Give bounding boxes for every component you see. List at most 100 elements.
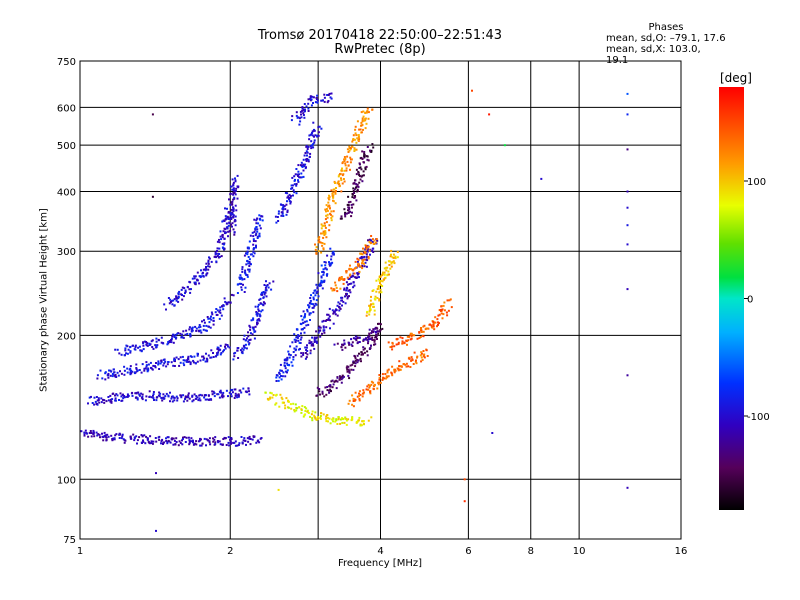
data-point — [181, 443, 184, 446]
data-point — [410, 356, 413, 359]
data-point — [223, 227, 226, 230]
data-point — [354, 357, 357, 360]
data-point — [351, 403, 354, 406]
data-point — [287, 406, 290, 409]
data-point — [219, 306, 222, 309]
data-point — [157, 338, 160, 341]
data-point — [143, 369, 146, 372]
data-point — [423, 324, 426, 327]
data-point — [315, 292, 318, 294]
data-point — [343, 169, 346, 172]
data-point — [189, 333, 192, 336]
data-point — [232, 183, 235, 186]
data-point — [360, 353, 363, 356]
data-point — [217, 393, 220, 396]
data-point — [234, 189, 237, 192]
data-point — [317, 131, 320, 134]
data-point — [310, 344, 313, 347]
data-point — [237, 283, 240, 286]
data-point — [344, 162, 347, 165]
data-point — [379, 381, 382, 384]
data-point — [233, 192, 236, 194]
data-point — [293, 333, 296, 336]
data-point — [214, 311, 217, 314]
data-point — [165, 392, 168, 395]
data-point — [242, 439, 245, 442]
data-point — [185, 329, 188, 332]
data-point — [227, 218, 230, 220]
data-point — [365, 388, 368, 391]
data-point — [243, 291, 246, 293]
data-point — [305, 356, 308, 359]
data-point — [167, 436, 170, 439]
data-point — [248, 270, 251, 273]
data-point — [419, 336, 422, 338]
data-point — [278, 376, 281, 379]
data-point — [346, 286, 348, 289]
data-point — [208, 321, 211, 324]
data-point — [347, 368, 350, 371]
data-point — [281, 211, 284, 214]
data-point — [330, 287, 333, 290]
data-point — [308, 339, 311, 342]
data-point — [341, 304, 343, 307]
data-point — [347, 278, 350, 280]
data-point — [242, 348, 245, 351]
data-point — [463, 478, 466, 481]
data-point — [348, 295, 350, 298]
data-point — [115, 433, 118, 436]
data-point — [332, 417, 335, 420]
data-point — [626, 243, 629, 246]
data-point — [201, 355, 204, 358]
data-point — [360, 131, 363, 134]
data-point — [135, 367, 138, 369]
data-point — [344, 211, 347, 214]
data-point — [311, 306, 314, 309]
data-point — [356, 120, 359, 123]
data-point — [266, 397, 269, 400]
data-point — [219, 344, 222, 347]
data-point — [181, 298, 184, 301]
data-point — [215, 260, 218, 263]
data-point — [323, 242, 326, 245]
data-point — [202, 275, 205, 278]
data-point — [361, 180, 364, 183]
data-point — [416, 337, 419, 340]
data-point — [173, 399, 176, 402]
data-point — [97, 433, 100, 436]
data-point — [211, 313, 214, 316]
data-point — [224, 218, 227, 221]
data-point — [365, 253, 368, 256]
data-point — [334, 420, 337, 423]
data-point — [302, 112, 305, 115]
data-point — [192, 439, 194, 442]
data-point — [89, 430, 92, 432]
data-point — [626, 288, 629, 291]
data-point — [184, 441, 187, 443]
data-point — [97, 397, 100, 400]
data-point — [114, 374, 117, 376]
data-point — [358, 270, 361, 273]
data-point — [312, 306, 315, 309]
data-point — [296, 328, 299, 331]
data-point — [155, 337, 158, 340]
data-point — [349, 161, 352, 164]
data-point — [176, 397, 179, 400]
data-point — [306, 308, 309, 311]
data-point — [112, 368, 115, 371]
data-point — [321, 244, 324, 247]
data-point — [277, 488, 280, 491]
data-point — [139, 349, 142, 352]
data-point — [436, 325, 438, 328]
data-point — [366, 246, 369, 249]
data-point — [363, 391, 365, 394]
data-point — [154, 437, 157, 439]
data-point — [188, 397, 191, 400]
data-point — [114, 348, 117, 351]
data-point — [167, 439, 170, 442]
data-point — [310, 302, 313, 305]
data-point — [299, 338, 302, 341]
data-point — [238, 282, 241, 285]
data-point — [229, 441, 232, 444]
data-point — [86, 432, 88, 435]
